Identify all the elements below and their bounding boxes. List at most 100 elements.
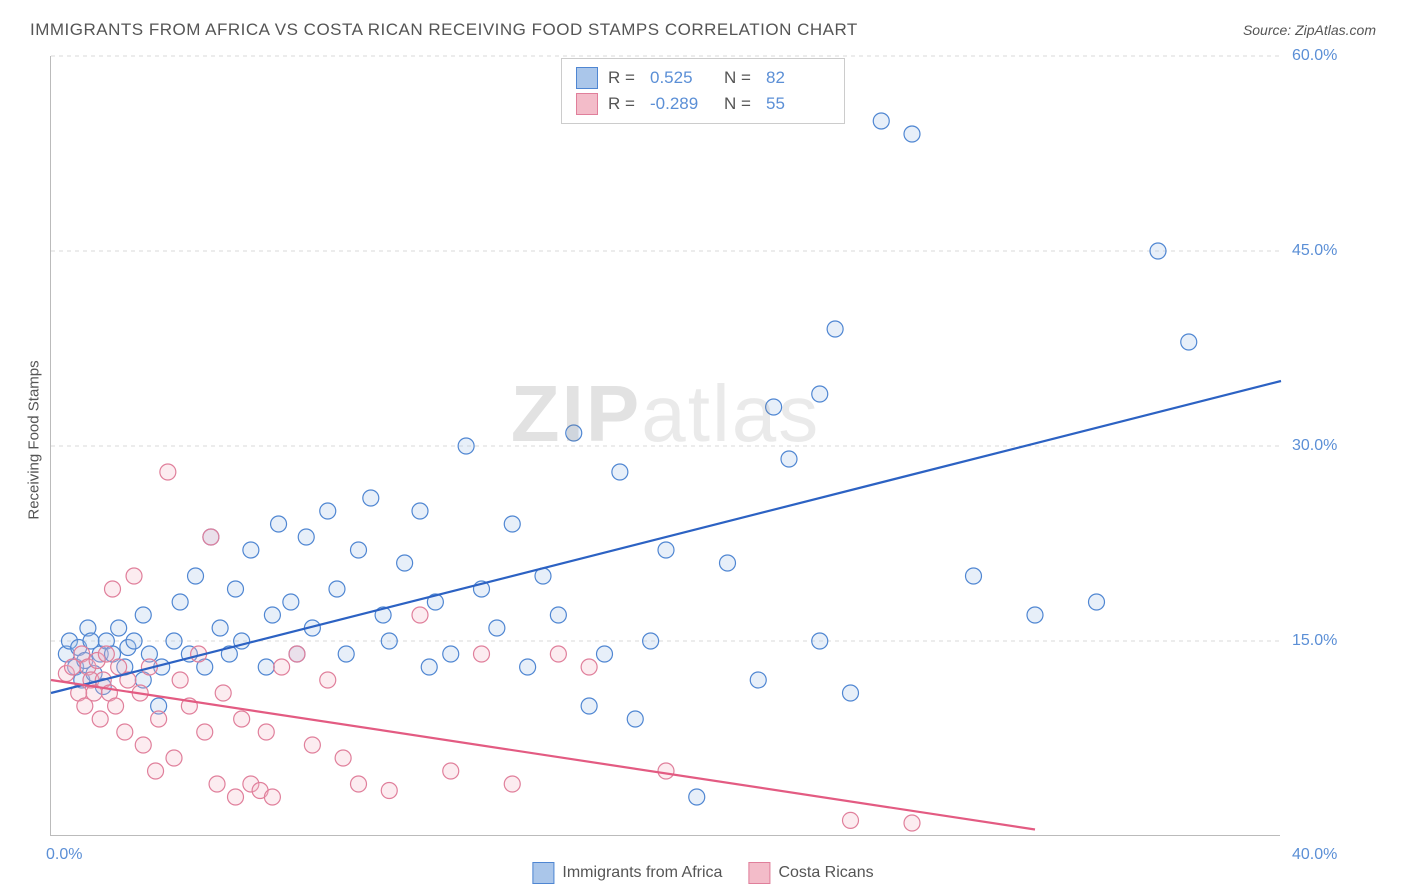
x-tick-label: 40.0%: [1292, 846, 1337, 864]
data-point-africa: [298, 529, 314, 545]
trend-line-costa: [51, 680, 1035, 830]
data-point-costa: [550, 646, 566, 662]
data-point-costa: [215, 685, 231, 701]
data-point-costa: [92, 711, 108, 727]
data-point-africa: [766, 399, 782, 415]
n-label: N =: [724, 68, 756, 88]
plot-area: ZIPatlas: [50, 56, 1280, 836]
data-point-africa: [1089, 594, 1105, 610]
y-tick-label: 60.0%: [1292, 47, 1337, 65]
data-point-africa: [550, 607, 566, 623]
swatch-costa: [576, 93, 598, 115]
r-value: 0.525: [650, 68, 714, 88]
data-point-africa: [812, 386, 828, 402]
data-point-africa: [904, 126, 920, 142]
legend-label-costa: Costa Ricans: [778, 864, 873, 882]
data-point-africa: [873, 113, 889, 129]
y-tick-label: 15.0%: [1292, 632, 1337, 650]
data-point-costa: [843, 812, 859, 828]
data-point-costa: [172, 672, 188, 688]
data-point-africa: [228, 581, 244, 597]
r-value: -0.289: [650, 94, 714, 114]
data-point-africa: [172, 594, 188, 610]
source-label: Source:: [1243, 22, 1295, 38]
data-point-costa: [351, 776, 367, 792]
x-tick-label: 0.0%: [46, 846, 82, 864]
data-point-africa: [397, 555, 413, 571]
data-point-costa: [209, 776, 225, 792]
source-credit: Source: ZipAtlas.com: [1243, 22, 1376, 38]
data-point-africa: [781, 451, 797, 467]
y-axis-label: Receiving Food Stamps: [26, 360, 43, 519]
data-point-africa: [258, 659, 274, 675]
series-legend: Immigrants from Africa Costa Ricans: [524, 860, 881, 886]
data-point-africa: [166, 633, 182, 649]
data-point-costa: [504, 776, 520, 792]
data-point-africa: [458, 438, 474, 454]
data-point-africa: [720, 555, 736, 571]
data-point-costa: [234, 711, 250, 727]
data-point-costa: [304, 737, 320, 753]
title-bar: IMMIGRANTS FROM AFRICA VS COSTA RICAN RE…: [30, 20, 1376, 40]
data-point-costa: [148, 763, 164, 779]
legend-label-africa: Immigrants from Africa: [562, 864, 722, 882]
data-point-africa: [1150, 243, 1166, 259]
data-point-costa: [117, 724, 133, 740]
data-point-africa: [381, 633, 397, 649]
data-point-costa: [258, 724, 274, 740]
data-point-costa: [412, 607, 428, 623]
data-point-africa: [329, 581, 345, 597]
data-point-africa: [363, 490, 379, 506]
data-point-africa: [421, 659, 437, 675]
data-point-africa: [566, 425, 582, 441]
data-point-africa: [1027, 607, 1043, 623]
data-point-africa: [135, 607, 151, 623]
data-point-costa: [289, 646, 305, 662]
data-point-africa: [1181, 334, 1197, 350]
data-point-costa: [381, 783, 397, 799]
data-point-africa: [597, 646, 613, 662]
data-point-costa: [581, 659, 597, 675]
data-point-costa: [658, 763, 674, 779]
data-point-costa: [335, 750, 351, 766]
r-label: R =: [608, 68, 640, 88]
data-point-africa: [689, 789, 705, 805]
scatter-chart: [51, 56, 1280, 835]
data-point-costa: [126, 568, 142, 584]
data-point-africa: [827, 321, 843, 337]
data-point-africa: [412, 503, 428, 519]
data-point-africa: [627, 711, 643, 727]
data-point-africa: [338, 646, 354, 662]
data-point-africa: [351, 542, 367, 558]
data-point-africa: [489, 620, 505, 636]
y-tick-label: 45.0%: [1292, 242, 1337, 260]
data-point-africa: [283, 594, 299, 610]
n-label: N =: [724, 94, 756, 114]
swatch-africa: [532, 862, 554, 884]
data-point-costa: [228, 789, 244, 805]
data-point-costa: [197, 724, 213, 740]
data-point-costa: [474, 646, 490, 662]
data-point-costa: [108, 698, 124, 714]
data-point-costa: [203, 529, 219, 545]
data-point-africa: [271, 516, 287, 532]
stats-row-costa: R =-0.289N =55: [576, 91, 830, 117]
data-point-costa: [264, 789, 280, 805]
correlation-stats-legend: R =0.525N =82R =-0.289N =55: [561, 58, 845, 124]
data-point-africa: [212, 620, 228, 636]
data-point-africa: [612, 464, 628, 480]
stats-row-africa: R = 0.525 N = 82: [576, 65, 830, 91]
n-value: 82: [766, 68, 830, 88]
data-point-costa: [443, 763, 459, 779]
data-point-costa: [274, 659, 290, 675]
data-point-africa: [581, 698, 597, 714]
data-point-costa: [166, 750, 182, 766]
data-point-africa: [188, 568, 204, 584]
data-point-africa: [966, 568, 982, 584]
data-point-costa: [320, 672, 336, 688]
chart-title: IMMIGRANTS FROM AFRICA VS COSTA RICAN RE…: [30, 20, 858, 40]
data-point-africa: [812, 633, 828, 649]
trend-line-africa: [51, 381, 1281, 693]
data-point-costa: [98, 646, 114, 662]
data-point-costa: [160, 464, 176, 480]
